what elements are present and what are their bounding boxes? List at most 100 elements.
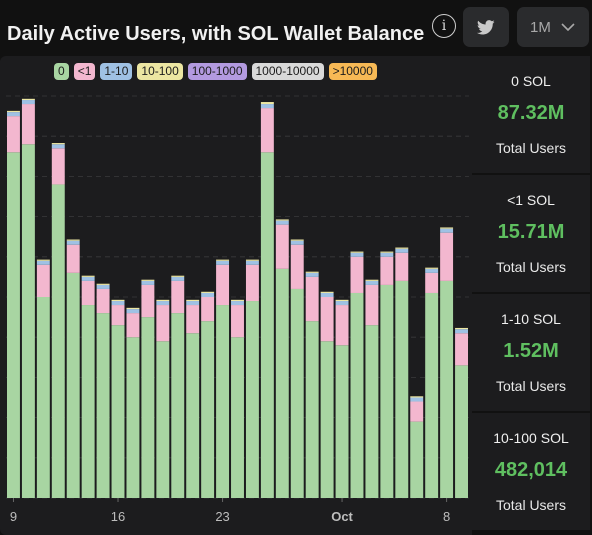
bar-segment-110-27[interactable] — [410, 397, 424, 402]
bar-segment-1-5[interactable] — [81, 280, 95, 306]
bar-segment-1-14[interactable] — [216, 264, 230, 306]
bar-segment-10100-2[interactable] — [36, 259, 50, 261]
bar-segment-10100-7[interactable] — [111, 299, 125, 302]
bar-segment-110-26[interactable] — [395, 248, 409, 253]
bar-segment-1-7[interactable] — [111, 305, 125, 326]
bar-segment-0-4[interactable] — [66, 272, 80, 498]
bar-segment-10100-15[interactable] — [231, 299, 244, 302]
bar-segment-0-19[interactable] — [290, 288, 304, 498]
info-icon[interactable]: i — [432, 14, 456, 38]
bar-segment-110-18[interactable] — [275, 220, 289, 225]
bar-segment-110-14[interactable] — [216, 260, 230, 265]
bar-segment-10100-1[interactable] — [21, 98, 35, 101]
bar-segment-10100-29[interactable] — [440, 227, 454, 229]
bar-segment-0-9[interactable] — [141, 317, 155, 498]
bar-segment-0-15[interactable] — [231, 337, 244, 498]
bar-segment-110-15[interactable] — [231, 301, 244, 306]
bar-segment-10100-25[interactable] — [380, 251, 394, 253]
bar-segment-1-8[interactable] — [126, 313, 140, 338]
bar-segment-0-22[interactable] — [335, 345, 349, 498]
legend-item[interactable]: 1000-10000 — [251, 63, 324, 80]
bar-segment-10100-21[interactable] — [320, 291, 334, 293]
bar-segment-110-9[interactable] — [141, 280, 155, 285]
bar-segment-1-17[interactable] — [260, 108, 274, 153]
bar-segment-110-7[interactable] — [111, 301, 125, 306]
bar-segment-10100-4[interactable] — [66, 239, 80, 241]
bar-segment-10100-17[interactable] — [260, 102, 274, 105]
bar-segment-1-20[interactable] — [305, 276, 319, 322]
bar-segment-110-2[interactable] — [36, 260, 50, 265]
bar-segment-10100-26[interactable] — [395, 247, 409, 249]
bar-segment-10100-9[interactable] — [141, 279, 155, 281]
bar-segment-1-11[interactable] — [171, 280, 185, 314]
bar-segment-110-10[interactable] — [156, 301, 170, 306]
bar-segment-110-16[interactable] — [245, 260, 259, 265]
bar-segment-0-10[interactable] — [156, 341, 170, 498]
bar-segment-10100-6[interactable] — [96, 283, 110, 285]
bar-segment-1-27[interactable] — [410, 401, 424, 422]
bar-segment-110-12[interactable] — [186, 301, 200, 306]
bar-segment-110-13[interactable] — [201, 292, 215, 297]
bar-segment-1-4[interactable] — [66, 244, 80, 273]
bar-segment-10100-24[interactable] — [365, 279, 379, 281]
bar-segment-1-16[interactable] — [245, 264, 259, 302]
bar-segment-1-24[interactable] — [365, 284, 379, 326]
bar-segment-1-0[interactable] — [7, 116, 20, 153]
bar-segment-0-20[interactable] — [305, 321, 319, 498]
bar-segment-1-29[interactable] — [440, 232, 454, 281]
bar-segment-1-19[interactable] — [290, 244, 304, 289]
bar-segment-0-29[interactable] — [440, 280, 454, 498]
bar-segment-110-28[interactable] — [425, 268, 439, 273]
bar-segment-0-28[interactable] — [425, 292, 439, 498]
bar-segment-0-3[interactable] — [51, 184, 65, 498]
time-range-select[interactable]: 1M — [517, 7, 589, 47]
bar-segment-10100-10[interactable] — [156, 299, 170, 302]
bar-segment-0-27[interactable] — [410, 421, 424, 498]
bar-segment-10100-27[interactable] — [410, 396, 424, 398]
bar-segment-10100-3[interactable] — [51, 143, 65, 145]
bar-segment-110-0[interactable] — [7, 112, 20, 117]
bar-segment-10100-0[interactable] — [7, 110, 20, 113]
bar-segment-1-18[interactable] — [275, 224, 289, 269]
bar-segment-0-12[interactable] — [186, 333, 200, 498]
bar-segment-1-10[interactable] — [156, 305, 170, 342]
bar-segment-0-8[interactable] — [126, 337, 140, 498]
bar-segment-0-18[interactable] — [275, 268, 289, 498]
bar-segment-1-21[interactable] — [320, 297, 334, 342]
bar-segment-10100-20[interactable] — [305, 271, 319, 273]
bar-segment-1-3[interactable] — [51, 148, 65, 185]
bar-segment-0-6[interactable] — [96, 313, 110, 498]
bar-segment-0-24[interactable] — [365, 325, 379, 498]
bar-segment-110-17[interactable] — [260, 104, 274, 109]
bar-segment-0-17[interactable] — [260, 152, 274, 498]
bar-segment-0-21[interactable] — [320, 341, 334, 498]
legend-item[interactable]: 100-1000 — [187, 63, 247, 80]
bar-segment-10100-23[interactable] — [350, 251, 364, 253]
bar-segment-110-3[interactable] — [51, 144, 65, 149]
bar-segment-110-25[interactable] — [380, 252, 394, 257]
bar-segment-1-28[interactable] — [425, 272, 439, 293]
bar-segment-10100-28[interactable] — [425, 267, 439, 269]
bar-segment-110-1[interactable] — [21, 100, 35, 105]
bar-segment-0-25[interactable] — [380, 284, 394, 498]
bar-segment-10100-12[interactable] — [186, 299, 200, 302]
bar-segment-1-23[interactable] — [350, 256, 364, 293]
bar-segment-1-12[interactable] — [186, 305, 200, 334]
bar-segment-110-11[interactable] — [171, 276, 185, 281]
bar-segment-0-5[interactable] — [81, 305, 95, 498]
bar-segment-110-5[interactable] — [81, 276, 95, 281]
bar-segment-1-2[interactable] — [36, 264, 50, 297]
bar-segment-0-7[interactable] — [111, 325, 125, 498]
bar-segment-0-1[interactable] — [21, 144, 35, 498]
bar-segment-10100-11[interactable] — [171, 275, 185, 277]
bar-segment-10100-13[interactable] — [201, 291, 215, 293]
bar-segment-0-14[interactable] — [216, 305, 230, 498]
legend-item[interactable]: >10000 — [328, 63, 377, 80]
legend-item[interactable]: 10-100 — [137, 63, 183, 80]
bar-segment-110-8[interactable] — [126, 309, 140, 314]
bar-segment-110-24[interactable] — [365, 280, 379, 285]
bar-segment-0-2[interactable] — [36, 297, 50, 498]
bar-segment-1-30[interactable] — [455, 333, 468, 366]
bar-segment-110-22[interactable] — [335, 301, 349, 306]
bar-segment-1-9[interactable] — [141, 284, 155, 318]
